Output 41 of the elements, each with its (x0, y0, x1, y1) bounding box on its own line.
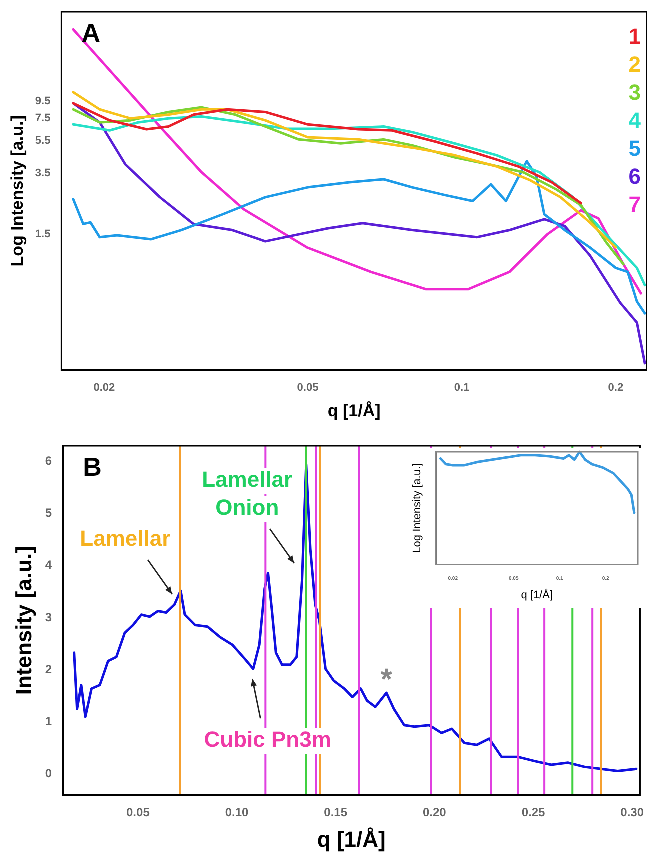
series-label: 7 (628, 192, 641, 218)
x-tick-label: 0.25 (522, 806, 546, 820)
text: 4 (628, 108, 642, 134)
text: 3 (628, 80, 641, 106)
y-tick-label: 3.5 (35, 168, 51, 180)
x-tick-label: 0.02 (94, 382, 116, 394)
x-tick-label: 0.2 (608, 382, 624, 394)
y-tick-label: 4 (45, 558, 52, 572)
y-tick-label: 9.5 (35, 96, 51, 108)
y-tick-label: 2 (45, 662, 52, 676)
x-tick-label: 0.15 (324, 806, 348, 820)
x-tick-label: 0.10 (225, 806, 250, 820)
y-tick-label: 6 (45, 454, 52, 468)
text: 6 (628, 164, 641, 190)
y-tick-label: 3 (45, 610, 52, 624)
x-tick-label: 0.05 (126, 806, 150, 820)
x-axis-title: q [1/Å] (328, 401, 381, 420)
y-tick-label: 1 (45, 714, 52, 729)
annotation: Lamellar Onion (202, 467, 294, 520)
x-tick-label: 0.20 (422, 806, 447, 820)
annotation: Lamellar (80, 526, 172, 551)
annotation: Cubic Pn3m (204, 727, 332, 752)
text: 5 (628, 136, 641, 162)
annotation: * (380, 663, 393, 696)
x-axis-title: q [1/Å] (521, 588, 553, 602)
x-tick-label: 0.1 (454, 382, 470, 394)
x-axis-title: q [1/Å] (317, 826, 386, 852)
annotation: B (83, 452, 102, 482)
x-tick-label: 0.30 (620, 806, 644, 820)
y-axis-title: Intensity [a.u.] (11, 546, 36, 696)
y-tick-label: 5 (45, 506, 52, 520)
y-tick-label: 0 (45, 766, 52, 781)
x-tick-label: 0.05 (297, 382, 319, 394)
y-tick-label: 5.5 (35, 135, 51, 147)
text: 1 (628, 24, 641, 50)
text: 2 (628, 52, 641, 78)
y-tick-label: 1.5 (35, 228, 51, 241)
annotation: A (82, 18, 101, 48)
y-axis-title: Log Intensity [a.u.] (8, 116, 27, 267)
y-axis-title: Log Intensity [a.u.] (412, 463, 424, 554)
y-tick-label: 7.5 (35, 112, 51, 125)
